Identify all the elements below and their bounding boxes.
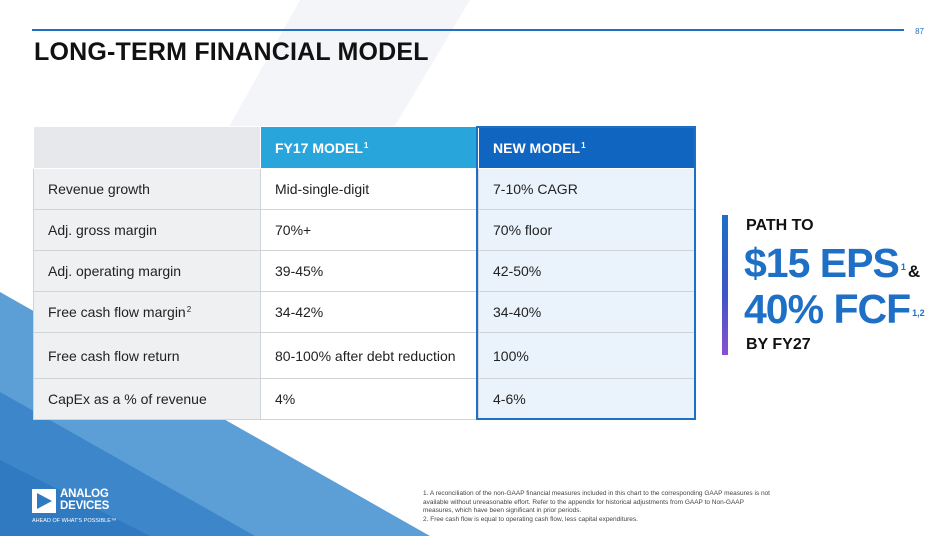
header-new-label: NEW MODEL [493,139,581,156]
new-value: 70% floor [478,209,696,251]
logo-wordmark: ANALOG DEVICES [60,488,110,512]
row-label: Free cash flow margin2 [33,291,261,333]
footnote-ref: 2 [186,305,192,314]
row-label: Adj. operating margin [33,250,261,292]
by-fy27-label: BY FY27 [746,336,811,353]
new-value: 7-10% CAGR [478,168,696,210]
fy17-value: 70%+ [260,209,479,251]
fy17-value: 80-100% after debt reduction [260,332,479,379]
fy17-value: 39-45% [260,250,479,292]
new-value: 34-40% [478,291,696,333]
row-label: CapEx as a % of revenue [33,378,261,420]
header-fy17-model: FY17 MODEL1 [260,126,479,169]
fcf-footnote-ref: 1,2 [912,308,925,318]
eps-target: $15 EPS 1 & [744,240,921,286]
header-new-footnote-ref: 1 [581,140,586,150]
row-label: Adj. gross margin [33,209,261,251]
new-value: 4-6% [478,378,696,420]
page-number: 87 [915,27,924,36]
table-row: Free cash flow margin2 34-42% 34-40% [33,291,696,333]
table-row: Adj. operating margin 39-45% 42-50% [33,250,696,292]
accent-bar [722,215,728,355]
header-fy17-label: FY17 MODEL [275,139,363,156]
table-header-row: FY17 MODEL1 NEW MODEL1 [33,126,696,169]
fy17-value: 34-42% [260,291,479,333]
ampersand: & [907,262,921,281]
row-label: Free cash flow return [33,332,261,379]
row-label: Revenue growth [33,168,261,210]
fy17-value: 4% [260,378,479,420]
financial-model-table: FY17 MODEL1 NEW MODEL1 Revenue growth Mi… [33,126,696,420]
eps-footnote-ref: 1 [900,262,906,272]
logo-triangle-icon [32,489,56,513]
header-corner-cell [33,126,261,169]
table-row: Revenue growth Mid-single-digit 7-10% CA… [33,168,696,210]
header-fy17-footnote-ref: 1 [363,140,369,150]
path-to-label: PATH TO [746,217,814,234]
page-title: LONG-TERM FINANCIAL MODEL [34,38,429,66]
new-value: 42-50% [478,250,696,292]
table-row: Adj. gross margin 70%+ 70% floor [33,209,696,251]
fy17-value: Mid-single-digit [260,168,479,210]
footnote-2: 2. Free cash flow is equal to operating … [423,515,638,523]
footnotes: 1. A reconciliation of the non-GAAP fina… [423,490,773,524]
header-new-model: NEW MODEL1 [478,126,696,169]
top-rule [32,29,904,31]
footnote-1: 1. A reconciliation of the non-GAAP fina… [423,490,770,514]
new-value: 100% [478,332,696,379]
path-to-target-callout: PATH TO $15 EPS 1 & 40% FCF 1,2 BY FY27 [722,215,932,355]
logo-tagline: AHEAD OF WHAT'S POSSIBLE™ [32,518,117,524]
table-row: Free cash flow return 80-100% after debt… [33,332,696,379]
table-row: CapEx as a % of revenue 4% 4-6% [33,378,696,420]
fcf-target: 40% FCF 1,2 [744,286,925,332]
